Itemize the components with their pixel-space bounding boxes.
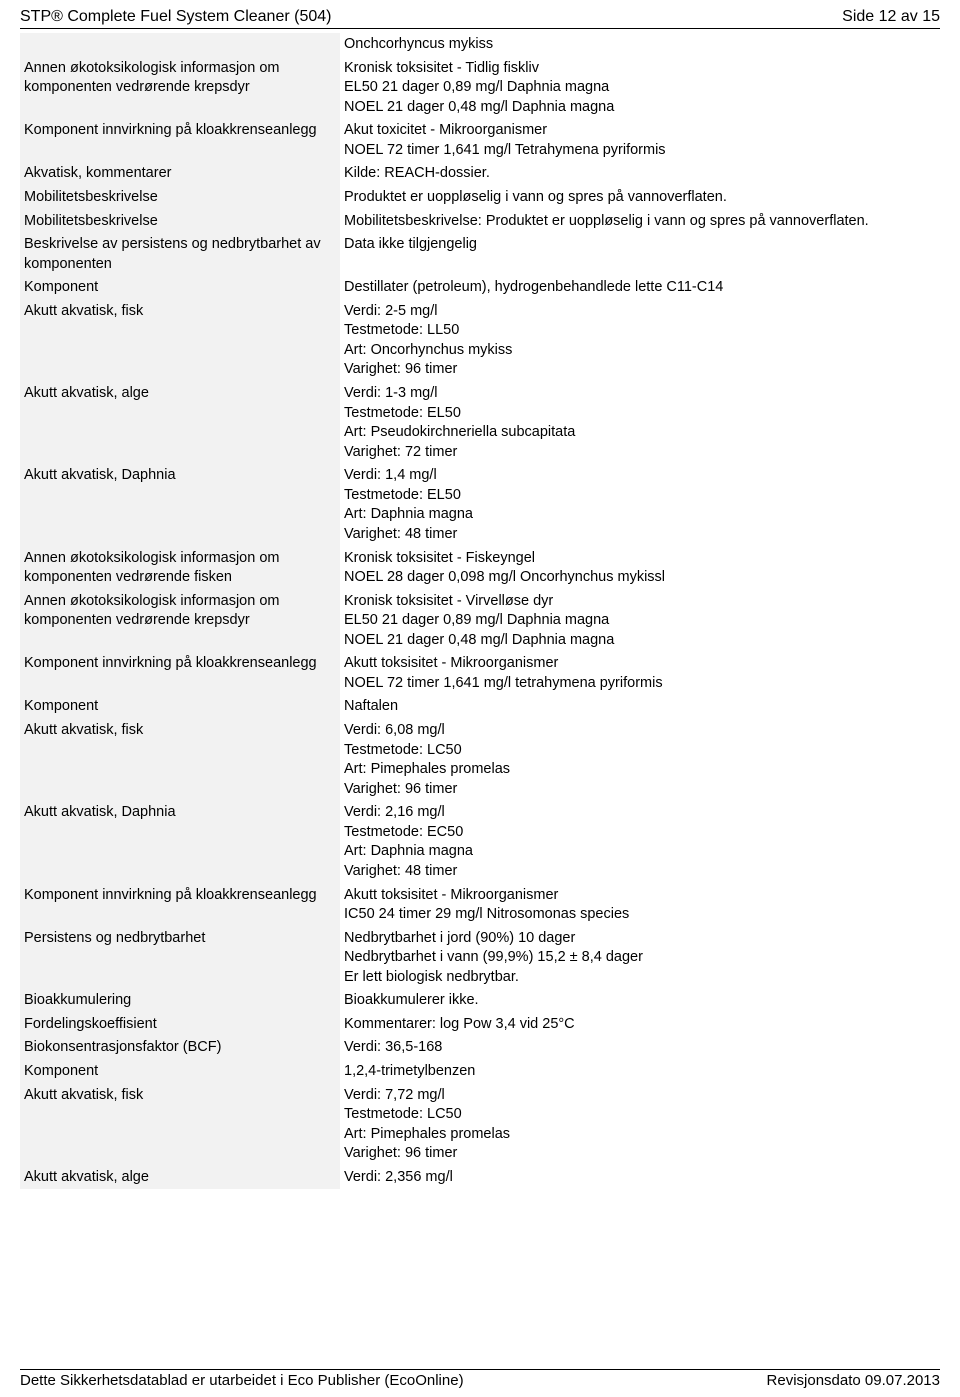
property-label: Akutt akvatisk, Daphnia (20, 464, 340, 546)
page-footer: Dette Sikkerhetsdatablad er utarbeidet i… (20, 1369, 940, 1389)
table-row: FordelingskoeffisientKommentarer: log Po… (20, 1013, 940, 1037)
property-label: Fordelingskoeffisient (20, 1013, 340, 1037)
property-value: Verdi: 1-3 mg/l Testmetode: EL50 Art: Ps… (340, 382, 940, 464)
table-row: Annen økotoksikologisk informasjon om ko… (20, 590, 940, 653)
property-value: Kilde: REACH-dossier. (340, 162, 940, 186)
property-value: Data ikke tilgjengelig (340, 233, 940, 276)
table-row: Beskrivelse av persistens og nedbrytbarh… (20, 233, 940, 276)
property-value: Produktet er uoppløselig i vann og spres… (340, 186, 940, 210)
property-label: Komponent innvirkning på kloakkrenseanle… (20, 119, 340, 162)
property-value: Naftalen (340, 695, 940, 719)
property-value: Verdi: 2,356 mg/l (340, 1166, 940, 1190)
property-value: Verdi: 2-5 mg/l Testmetode: LL50 Art: On… (340, 300, 940, 382)
property-label: Akutt akvatisk, fisk (20, 719, 340, 801)
property-value: Verdi: 6,08 mg/l Testmetode: LC50 Art: P… (340, 719, 940, 801)
table-row: Komponent innvirkning på kloakkrenseanle… (20, 119, 940, 162)
property-label: Annen økotoksikologisk informasjon om ko… (20, 547, 340, 590)
property-value: Kommentarer: log Pow 3,4 vid 25°C (340, 1013, 940, 1037)
table-row: Komponent innvirkning på kloakkrenseanle… (20, 884, 940, 927)
table-row: MobilitetsbeskrivelseProduktet er uopplø… (20, 186, 940, 210)
property-label: Komponent innvirkning på kloakkrenseanle… (20, 884, 340, 927)
table-row: Annen økotoksikologisk informasjon om ko… (20, 57, 940, 120)
table-row: MobilitetsbeskrivelseMobilitetsbeskrivel… (20, 210, 940, 234)
property-value: Onchcorhyncus mykiss (340, 33, 940, 57)
property-label: Komponent (20, 1060, 340, 1084)
property-value: Verdi: 36,5-168 (340, 1036, 940, 1060)
property-value: Destillater (petroleum), hydrogenbehandl… (340, 276, 940, 300)
document-title: STP® Complete Fuel System Cleaner (504) (20, 8, 331, 26)
table-row: Akutt akvatisk, fiskVerdi: 2-5 mg/l Test… (20, 300, 940, 382)
table-row: Biokonsentrasjonsfaktor (BCF)Verdi: 36,5… (20, 1036, 940, 1060)
property-label: Akvatisk, kommentarer (20, 162, 340, 186)
property-value: Kronisk toksisitet - Virvelløse dyr EL50… (340, 590, 940, 653)
table-row: Persistens og nedbrytbarhetNedbrytbarhet… (20, 927, 940, 990)
property-value: Akutt toksisitet - Mikroorganismer IC50 … (340, 884, 940, 927)
table-row: Akvatisk, kommentarerKilde: REACH-dossie… (20, 162, 940, 186)
table-row: Komponent innvirkning på kloakkrenseanle… (20, 652, 940, 695)
table-row: Akutt akvatisk, fiskVerdi: 6,08 mg/l Tes… (20, 719, 940, 801)
property-label: Akutt akvatisk, alge (20, 1166, 340, 1190)
table-row: Annen økotoksikologisk informasjon om ko… (20, 547, 940, 590)
footer-right: Revisjonsdato 09.07.2013 (767, 1372, 940, 1389)
table-row: BioakkumuleringBioakkumulerer ikke. (20, 989, 940, 1013)
property-label: Komponent (20, 276, 340, 300)
property-label: Akutt akvatisk, fisk (20, 1084, 340, 1166)
property-label: Annen økotoksikologisk informasjon om ko… (20, 57, 340, 120)
page-number: Side 12 av 15 (842, 8, 940, 26)
table-row: KomponentNaftalen (20, 695, 940, 719)
property-value: Kronisk toksisitet - Fiskeyngel NOEL 28 … (340, 547, 940, 590)
table-row: Onchcorhyncus mykiss (20, 33, 940, 57)
property-label (20, 33, 340, 57)
property-label: Komponent innvirkning på kloakkrenseanle… (20, 652, 340, 695)
property-value: Akutt toksisitet - Mikroorganismer NOEL … (340, 652, 940, 695)
property-label: Akutt akvatisk, Daphnia (20, 801, 340, 883)
property-label: Komponent (20, 695, 340, 719)
table-row: Akutt akvatisk, algeVerdi: 1-3 mg/l Test… (20, 382, 940, 464)
property-value: Bioakkumulerer ikke. (340, 989, 940, 1013)
property-value: Akut toxicitet - Mikroorganismer NOEL 72… (340, 119, 940, 162)
property-value: 1,2,4-trimetylbenzen (340, 1060, 940, 1084)
property-value: Nedbrytbarhet i jord (90%) 10 dager Nedb… (340, 927, 940, 990)
table-row: KomponentDestillater (petroleum), hydrog… (20, 276, 940, 300)
table-row: Akutt akvatisk, algeVerdi: 2,356 mg/l (20, 1166, 940, 1190)
property-label: Persistens og nedbrytbarhet (20, 927, 340, 990)
property-value: Mobilitetsbeskrivelse: Produktet er uopp… (340, 210, 940, 234)
table-row: Akutt akvatisk, fiskVerdi: 7,72 mg/l Tes… (20, 1084, 940, 1166)
property-label: Mobilitetsbeskrivelse (20, 186, 340, 210)
property-value: Verdi: 7,72 mg/l Testmetode: LC50 Art: P… (340, 1084, 940, 1166)
property-value: Verdi: 1,4 mg/l Testmetode: EL50 Art: Da… (340, 464, 940, 546)
property-value: Verdi: 2,16 mg/l Testmetode: EC50 Art: D… (340, 801, 940, 883)
property-label: Annen økotoksikologisk informasjon om ko… (20, 590, 340, 653)
page-header: STP® Complete Fuel System Cleaner (504) … (20, 8, 940, 29)
footer-left: Dette Sikkerhetsdatablad er utarbeidet i… (20, 1372, 464, 1389)
table-row: Akutt akvatisk, DaphniaVerdi: 1,4 mg/l T… (20, 464, 940, 546)
property-label: Akutt akvatisk, alge (20, 382, 340, 464)
property-label: Mobilitetsbeskrivelse (20, 210, 340, 234)
property-value: Kronisk toksisitet - Tidlig fiskliv EL50… (340, 57, 940, 120)
property-label: Biokonsentrasjonsfaktor (BCF) (20, 1036, 340, 1060)
property-label: Bioakkumulering (20, 989, 340, 1013)
properties-table: Onchcorhyncus mykissAnnen økotoksikologi… (20, 33, 940, 1189)
property-label: Akutt akvatisk, fisk (20, 300, 340, 382)
table-row: Akutt akvatisk, DaphniaVerdi: 2,16 mg/l … (20, 801, 940, 883)
property-label: Beskrivelse av persistens og nedbrytbarh… (20, 233, 340, 276)
table-row: Komponent1,2,4-trimetylbenzen (20, 1060, 940, 1084)
